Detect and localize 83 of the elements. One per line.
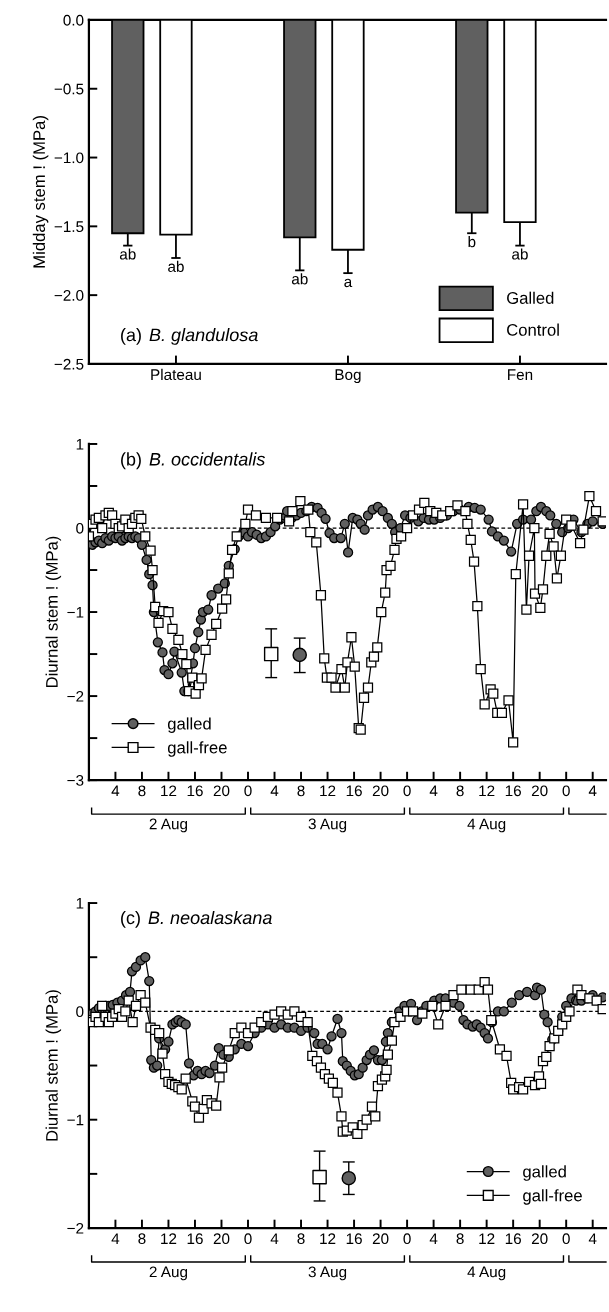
y-tick-label: −2.0 bbox=[54, 290, 84, 301]
x-tick-label: 20 bbox=[372, 785, 389, 797]
x-tick-label: Fen bbox=[508, 369, 533, 381]
text: 3 Aug bbox=[308, 1266, 347, 1281]
x-tick-label: 8 bbox=[456, 785, 464, 797]
x-tick-label: 8 bbox=[297, 1233, 305, 1245]
y-tick-label: −2 bbox=[67, 1222, 84, 1234]
x-tick-label: 4 bbox=[588, 785, 597, 797]
x-tick-label: 0 bbox=[244, 785, 252, 797]
data-label: ab bbox=[291, 273, 308, 285]
x-tick-label: 12 bbox=[320, 785, 336, 797]
x-tick-label: 0 bbox=[562, 1233, 570, 1245]
text: 4 Aug bbox=[467, 818, 506, 833]
legend-label: galled bbox=[167, 717, 211, 733]
x-tick-label: 4 bbox=[270, 785, 279, 797]
legend-label: Galled bbox=[507, 291, 554, 304]
x-tick-label: 16 bbox=[187, 1233, 203, 1245]
text: 2 Aug bbox=[149, 818, 188, 833]
x-tick-label: 0 bbox=[244, 1233, 252, 1245]
text: 2 Aug bbox=[149, 1266, 188, 1281]
chart-subtitle: B. occidentalis bbox=[149, 452, 265, 466]
data-label: ab bbox=[512, 248, 528, 260]
data-label: b bbox=[468, 236, 476, 248]
x-tick-label: 4 bbox=[429, 785, 438, 797]
x-tick-label: 4 bbox=[588, 1233, 597, 1244]
y-tick-label: 1 bbox=[76, 898, 84, 909]
text: (a) bbox=[121, 328, 141, 345]
text: 4 Aug bbox=[467, 1266, 506, 1281]
x-tick-label: Bog bbox=[335, 369, 361, 384]
data-label: ab bbox=[119, 248, 136, 260]
chart-subtitle: B. neoalaskana bbox=[148, 910, 272, 925]
y-tick-label: −2 bbox=[67, 690, 84, 702]
x-tick-label: 12 bbox=[320, 1233, 336, 1244]
text: B. glandulosa bbox=[149, 328, 258, 345]
chart-title: (b) bbox=[121, 452, 141, 470]
y-axis-title: Midday stem ! (MPa) bbox=[32, 116, 49, 268]
x-tick-label: 12 bbox=[479, 1233, 495, 1244]
y-tick-label: −0.5 bbox=[54, 83, 84, 95]
x-tick-label: 4 bbox=[111, 785, 120, 797]
x-tick-label: 12 bbox=[161, 1233, 177, 1244]
data-label: a bbox=[344, 278, 353, 288]
y-tick-label: −3 bbox=[67, 774, 84, 786]
x-tick-label: 20 bbox=[531, 1233, 548, 1245]
x-tick-label: 4 bbox=[270, 1233, 279, 1244]
y-tick-label: −1 bbox=[67, 1114, 84, 1126]
x-tick-label: 20 bbox=[213, 785, 230, 797]
y-tick-label: −1.0 bbox=[54, 152, 84, 164]
legend-label: Control bbox=[507, 323, 559, 336]
x-tick-label: 4 bbox=[429, 1233, 438, 1244]
x-tick-label: 0 bbox=[403, 1233, 411, 1245]
x-tick-label: 16 bbox=[505, 1233, 521, 1245]
x-tick-label: 16 bbox=[346, 785, 362, 797]
x-tick-label: 20 bbox=[372, 1233, 389, 1245]
legend-label: gall-free bbox=[167, 741, 227, 757]
y-tick-label: −2.5 bbox=[54, 358, 84, 370]
x-tick-label: 8 bbox=[138, 785, 146, 797]
x-tick-label: 8 bbox=[138, 1233, 146, 1245]
y-axis-title: Diurnal stem ! (MPa) bbox=[45, 536, 62, 688]
x-tick-label: 8 bbox=[297, 785, 305, 797]
legend-label: gall-free bbox=[523, 1189, 582, 1205]
y-tick-label: −1 bbox=[67, 607, 84, 618]
x-tick-label: 16 bbox=[346, 1233, 362, 1245]
text: 3 Aug bbox=[308, 818, 347, 833]
y-axis-title: Diurnal stem ! (MPa) bbox=[45, 990, 62, 1141]
x-tick-label: Plateau bbox=[151, 368, 201, 381]
y-tick-label: 1 bbox=[76, 439, 84, 450]
x-tick-label: 8 bbox=[456, 1233, 464, 1245]
x-tick-label: 16 bbox=[505, 785, 521, 797]
y-tick-label: −1.5 bbox=[54, 221, 84, 233]
legend-label: galled bbox=[523, 1165, 566, 1181]
y-tick-label: 0 bbox=[76, 1006, 84, 1018]
x-tick-label: 12 bbox=[479, 785, 495, 797]
x-tick-label: 12 bbox=[161, 785, 177, 797]
x-tick-label: 0 bbox=[403, 785, 411, 797]
x-tick-label: 0 bbox=[562, 785, 570, 797]
x-tick-label: 4 bbox=[111, 1233, 120, 1244]
x-tick-label: 20 bbox=[531, 785, 548, 797]
x-tick-label: 16 bbox=[187, 785, 203, 797]
data-label: ab bbox=[168, 260, 184, 272]
chart-title: (c) bbox=[121, 910, 140, 928]
x-tick-label: 20 bbox=[213, 1233, 230, 1245]
y-tick-label: 0.0 bbox=[63, 14, 84, 26]
y-tick-label: 0 bbox=[76, 522, 84, 534]
